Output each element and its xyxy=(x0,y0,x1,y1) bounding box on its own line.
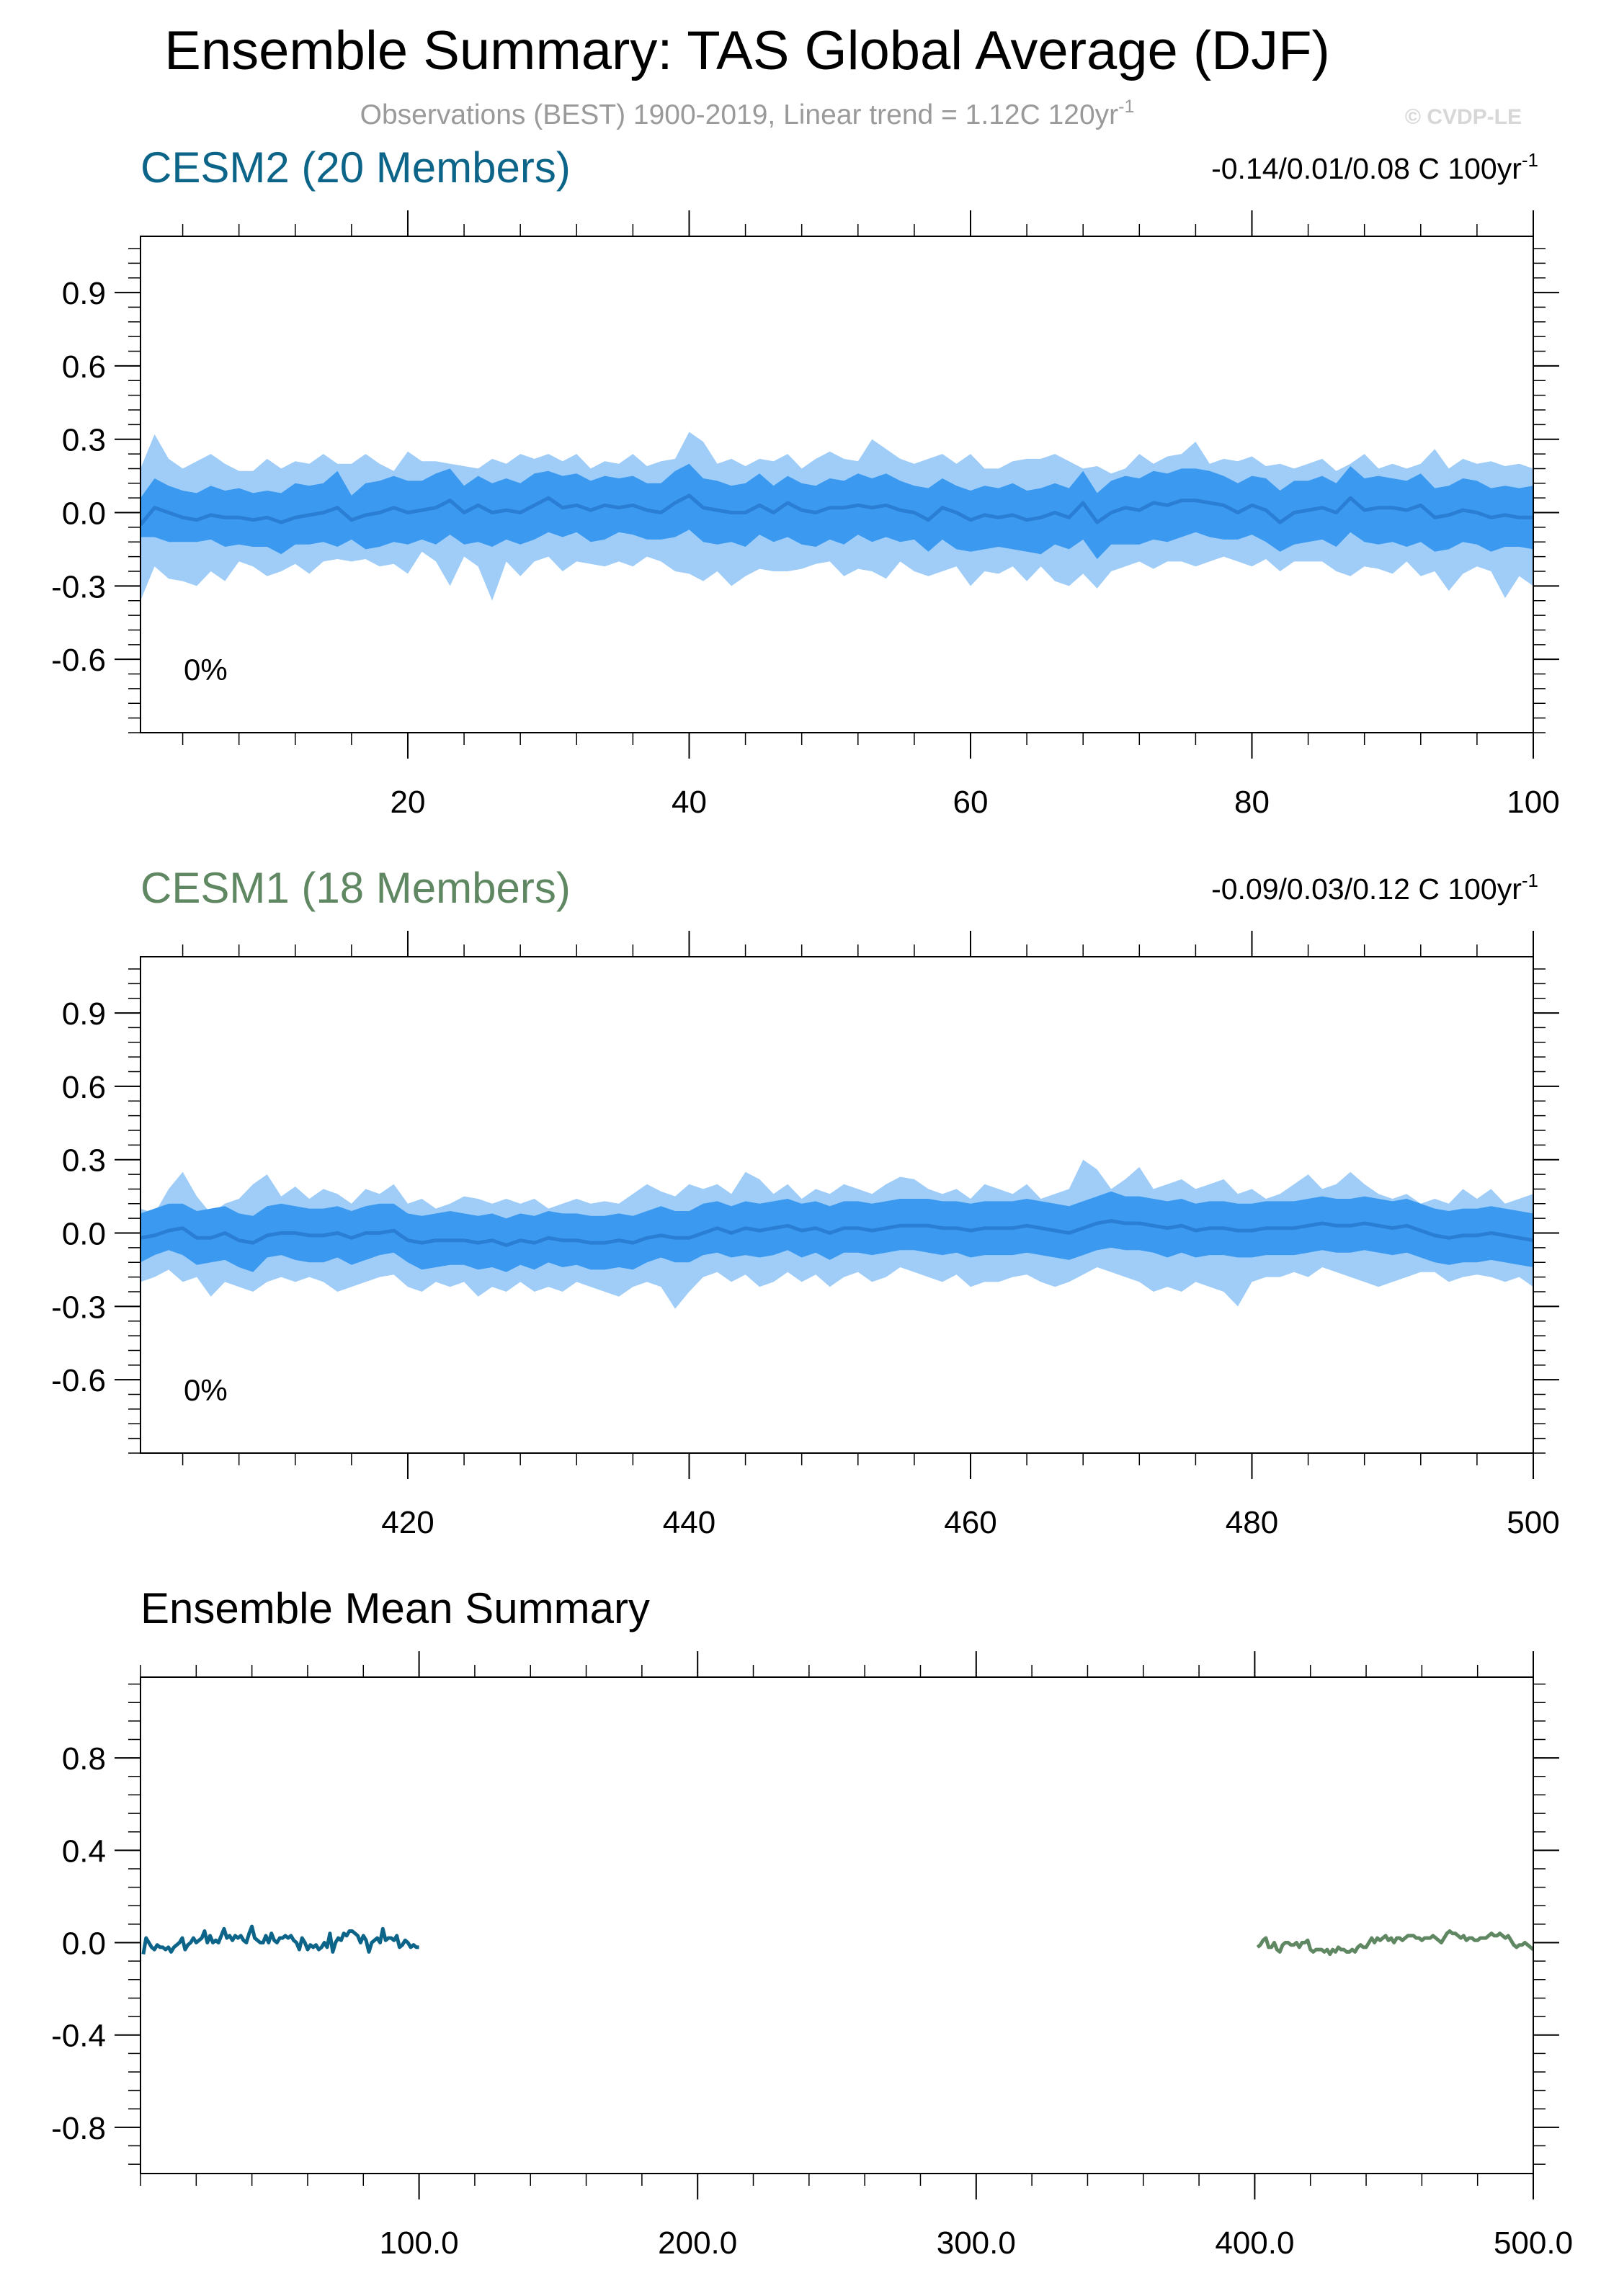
plot-area xyxy=(141,1159,1533,1309)
y-tick-label: 0.8 xyxy=(62,1741,106,1777)
y-tick-label: 0.3 xyxy=(62,423,106,458)
x-tick-label: 100.0 xyxy=(380,2225,459,2261)
x-tick-label: 500 xyxy=(1507,1505,1559,1540)
y-tick-label: 0.0 xyxy=(62,1926,106,1962)
x-tick-label: 300.0 xyxy=(937,2225,1016,2261)
y-tick-label: -0.3 xyxy=(51,1290,106,1325)
figure-subtitle-text: Observations (BEST) 1900-2019, Linear tr… xyxy=(360,99,1119,130)
x-tick-label: 20 xyxy=(391,785,426,820)
trend-sup: -1 xyxy=(1522,870,1538,891)
x-tick-label: 40 xyxy=(672,785,707,820)
x-tick-label: 420 xyxy=(381,1505,434,1540)
trend-label: -0.09/0.03/0.12 C 100yr-1 xyxy=(1211,870,1538,906)
figure-subtitle: Observations (BEST) 1900-2019, Linear tr… xyxy=(360,97,1135,130)
plot-frame xyxy=(140,1676,1534,2174)
trend-text: -0.14/0.01/0.08 C 100yr xyxy=(1211,152,1522,185)
plot-area xyxy=(141,432,1533,601)
y-tick-label: 0.6 xyxy=(62,1070,106,1105)
y-tick-label: -0.6 xyxy=(51,1363,106,1398)
trend-label: -0.14/0.01/0.08 C 100yr-1 xyxy=(1211,149,1538,185)
copyright-label: © CVDP-LE xyxy=(1405,105,1522,129)
ensemble-mean-line xyxy=(141,1219,1533,1247)
y-tick-label: 0.0 xyxy=(62,1217,106,1252)
plot-area xyxy=(141,1924,1533,1957)
percent-label: 0% xyxy=(184,1373,228,1407)
x-tick-label: 60 xyxy=(953,785,989,820)
inner-range-band xyxy=(141,463,1533,559)
series-line-0 xyxy=(141,1924,419,1955)
x-tick-label: 480 xyxy=(1226,1505,1278,1540)
percent-label: 0% xyxy=(184,653,228,687)
x-tick-label: 440 xyxy=(663,1505,715,1540)
figure-title: Ensemble Summary: TAS Global Average (DJ… xyxy=(164,20,1330,81)
figure-subtitle-sup: -1 xyxy=(1118,97,1134,117)
cesm1-panel: CESM1 (18 Members) -0.09/0.03/0.12 C 100y… xyxy=(51,864,1560,1540)
x-tick-label: 100 xyxy=(1507,785,1559,820)
y-tick-label: -0.3 xyxy=(51,569,106,604)
y-tick-label: 0.9 xyxy=(62,996,106,1032)
trend-sup: -1 xyxy=(1522,149,1538,171)
ensemble-mean-line xyxy=(141,493,1533,527)
y-tick-label: 0.9 xyxy=(62,276,106,311)
x-tick-label: 80 xyxy=(1234,785,1270,820)
x-tick-label: 460 xyxy=(944,1505,996,1540)
y-tick-label: 0.4 xyxy=(62,1833,106,1869)
x-tick-label: 200.0 xyxy=(658,2225,737,2261)
trend-text: -0.09/0.03/0.12 C 100yr xyxy=(1211,872,1522,906)
x-tick-label: 400.0 xyxy=(1215,2225,1294,2261)
panel-title: CESM2 (20 Members) xyxy=(141,143,571,192)
x-tick-label: 500.0 xyxy=(1494,2225,1573,2261)
plot-frame xyxy=(140,236,1534,733)
y-tick-label: -0.6 xyxy=(51,643,106,678)
series-line-1 xyxy=(1256,1929,1533,1957)
cesm2-panel: CESM2 (20 Members) -0.14/0.01/0.08 C 100y… xyxy=(51,143,1560,820)
y-tick-label: -0.4 xyxy=(51,2019,106,2054)
y-tick-label: -0.8 xyxy=(51,2111,106,2146)
y-tick-label: 0.6 xyxy=(62,349,106,385)
panel-title: Ensemble Mean Summary xyxy=(141,1584,650,1632)
y-tick-label: 0.0 xyxy=(62,496,106,532)
panel-title: CESM1 (18 Members) xyxy=(141,864,571,912)
plot-frame xyxy=(140,956,1534,1454)
y-tick-label: 0.3 xyxy=(62,1143,106,1179)
ensemble-mean-panel: Ensemble Mean Summary -0.8 -0.4 0.0 0.4 0.8 10… xyxy=(51,1584,1573,2261)
